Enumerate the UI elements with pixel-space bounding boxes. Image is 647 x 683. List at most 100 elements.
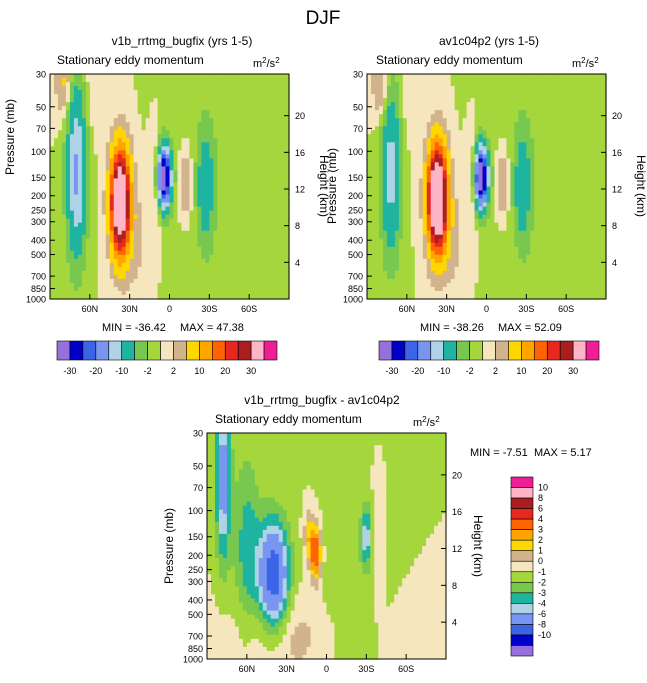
contour-cell — [205, 282, 210, 288]
contour-cell — [125, 234, 131, 240]
contour-cell — [57, 122, 63, 127]
contour-cell — [193, 278, 198, 284]
contour-cell — [550, 86, 555, 91]
contour-cell — [378, 86, 384, 91]
contour-cell — [241, 278, 246, 284]
contour-cell — [221, 282, 226, 288]
contour-cell — [554, 170, 559, 176]
contour-cell — [65, 218, 71, 224]
contour-cell — [205, 290, 210, 296]
contour-cell — [53, 226, 59, 232]
contour-cell — [145, 118, 151, 123]
contour-cell — [221, 214, 226, 220]
contour-cell — [121, 174, 127, 180]
contour-cell — [117, 138, 123, 143]
contour-cell — [558, 122, 563, 127]
contour-cell — [149, 90, 155, 95]
contour-cell — [109, 214, 115, 220]
contour-cell — [165, 274, 171, 280]
contour-cell — [205, 94, 210, 99]
contour-cell — [281, 250, 286, 256]
contour-cell — [241, 206, 246, 212]
contour-cell — [221, 182, 226, 188]
contour-cell — [141, 238, 147, 244]
contour-cell — [253, 178, 258, 184]
contour-cell — [129, 162, 135, 168]
contour-cell — [418, 78, 424, 83]
contour-cell — [113, 210, 119, 216]
contour-cell — [277, 190, 282, 196]
contour-cell — [93, 146, 99, 151]
contour-cell — [434, 154, 440, 159]
contour-cell — [558, 158, 563, 163]
contour-cell — [522, 142, 527, 147]
contour-cell — [253, 286, 258, 292]
contour-cell — [470, 134, 476, 139]
contour-cell — [570, 130, 575, 135]
contour-cell — [530, 114, 535, 119]
contour-cell — [189, 226, 194, 232]
contour-cell — [173, 86, 179, 91]
contour-cell — [105, 182, 111, 188]
contour-cell — [77, 166, 83, 172]
contour-cell — [237, 130, 242, 135]
contour-cell — [117, 170, 123, 176]
contour-cell — [534, 130, 539, 135]
contour-cell — [550, 90, 555, 95]
contour-cell — [562, 106, 567, 111]
contour-cell — [173, 82, 179, 87]
contour-cell — [161, 162, 167, 168]
contour-cell — [137, 290, 143, 296]
contour-cell — [422, 90, 428, 95]
contour-cell — [213, 154, 218, 159]
contour-cell — [149, 274, 155, 280]
contour-cell — [97, 218, 103, 224]
contour-cell — [145, 226, 151, 232]
contour-cell — [61, 82, 67, 87]
contour-cell — [221, 290, 226, 296]
contour-cell — [133, 210, 139, 216]
contour-cell — [165, 102, 171, 107]
contour-cell — [169, 166, 175, 172]
contour-cell — [367, 174, 372, 180]
contour-cell — [77, 254, 83, 260]
contour-cell — [217, 294, 222, 300]
contour-cell — [209, 242, 214, 248]
contour-cell — [434, 86, 440, 91]
contour-cell — [149, 146, 155, 151]
contour-cell — [77, 238, 83, 244]
contour-cell — [602, 138, 607, 143]
contour-cell — [261, 246, 266, 252]
contour-cell — [261, 198, 266, 204]
contour-cell — [173, 254, 179, 260]
contour-cell — [53, 74, 59, 79]
contour-cell — [566, 162, 571, 168]
contour-cell — [542, 170, 547, 176]
contour-cell — [189, 262, 194, 268]
contour-cell — [101, 146, 107, 151]
contour-cell — [85, 230, 91, 236]
contour-cell — [257, 242, 262, 248]
contour-cell — [245, 266, 250, 272]
contour-cell — [201, 162, 206, 168]
contour-cell — [229, 106, 234, 111]
contour-cell — [434, 170, 440, 176]
contour-cell — [498, 130, 504, 135]
contour-cell — [466, 78, 472, 83]
contour-cell — [261, 274, 266, 280]
contour-cell — [217, 290, 222, 296]
contour-cell — [269, 282, 274, 288]
contour-cell — [133, 82, 139, 87]
contour-cell — [73, 186, 79, 192]
contour-cell — [181, 246, 187, 252]
contour-cell — [137, 190, 143, 196]
contour-cell — [165, 78, 171, 83]
contour-cell — [93, 242, 99, 248]
contour-cell — [478, 170, 484, 176]
contour-cell — [129, 290, 135, 296]
contour-cell — [97, 174, 103, 180]
contour-cell — [233, 86, 238, 91]
contour-cell — [474, 150, 480, 155]
contour-cell — [458, 102, 464, 107]
contour-cell — [582, 78, 587, 83]
